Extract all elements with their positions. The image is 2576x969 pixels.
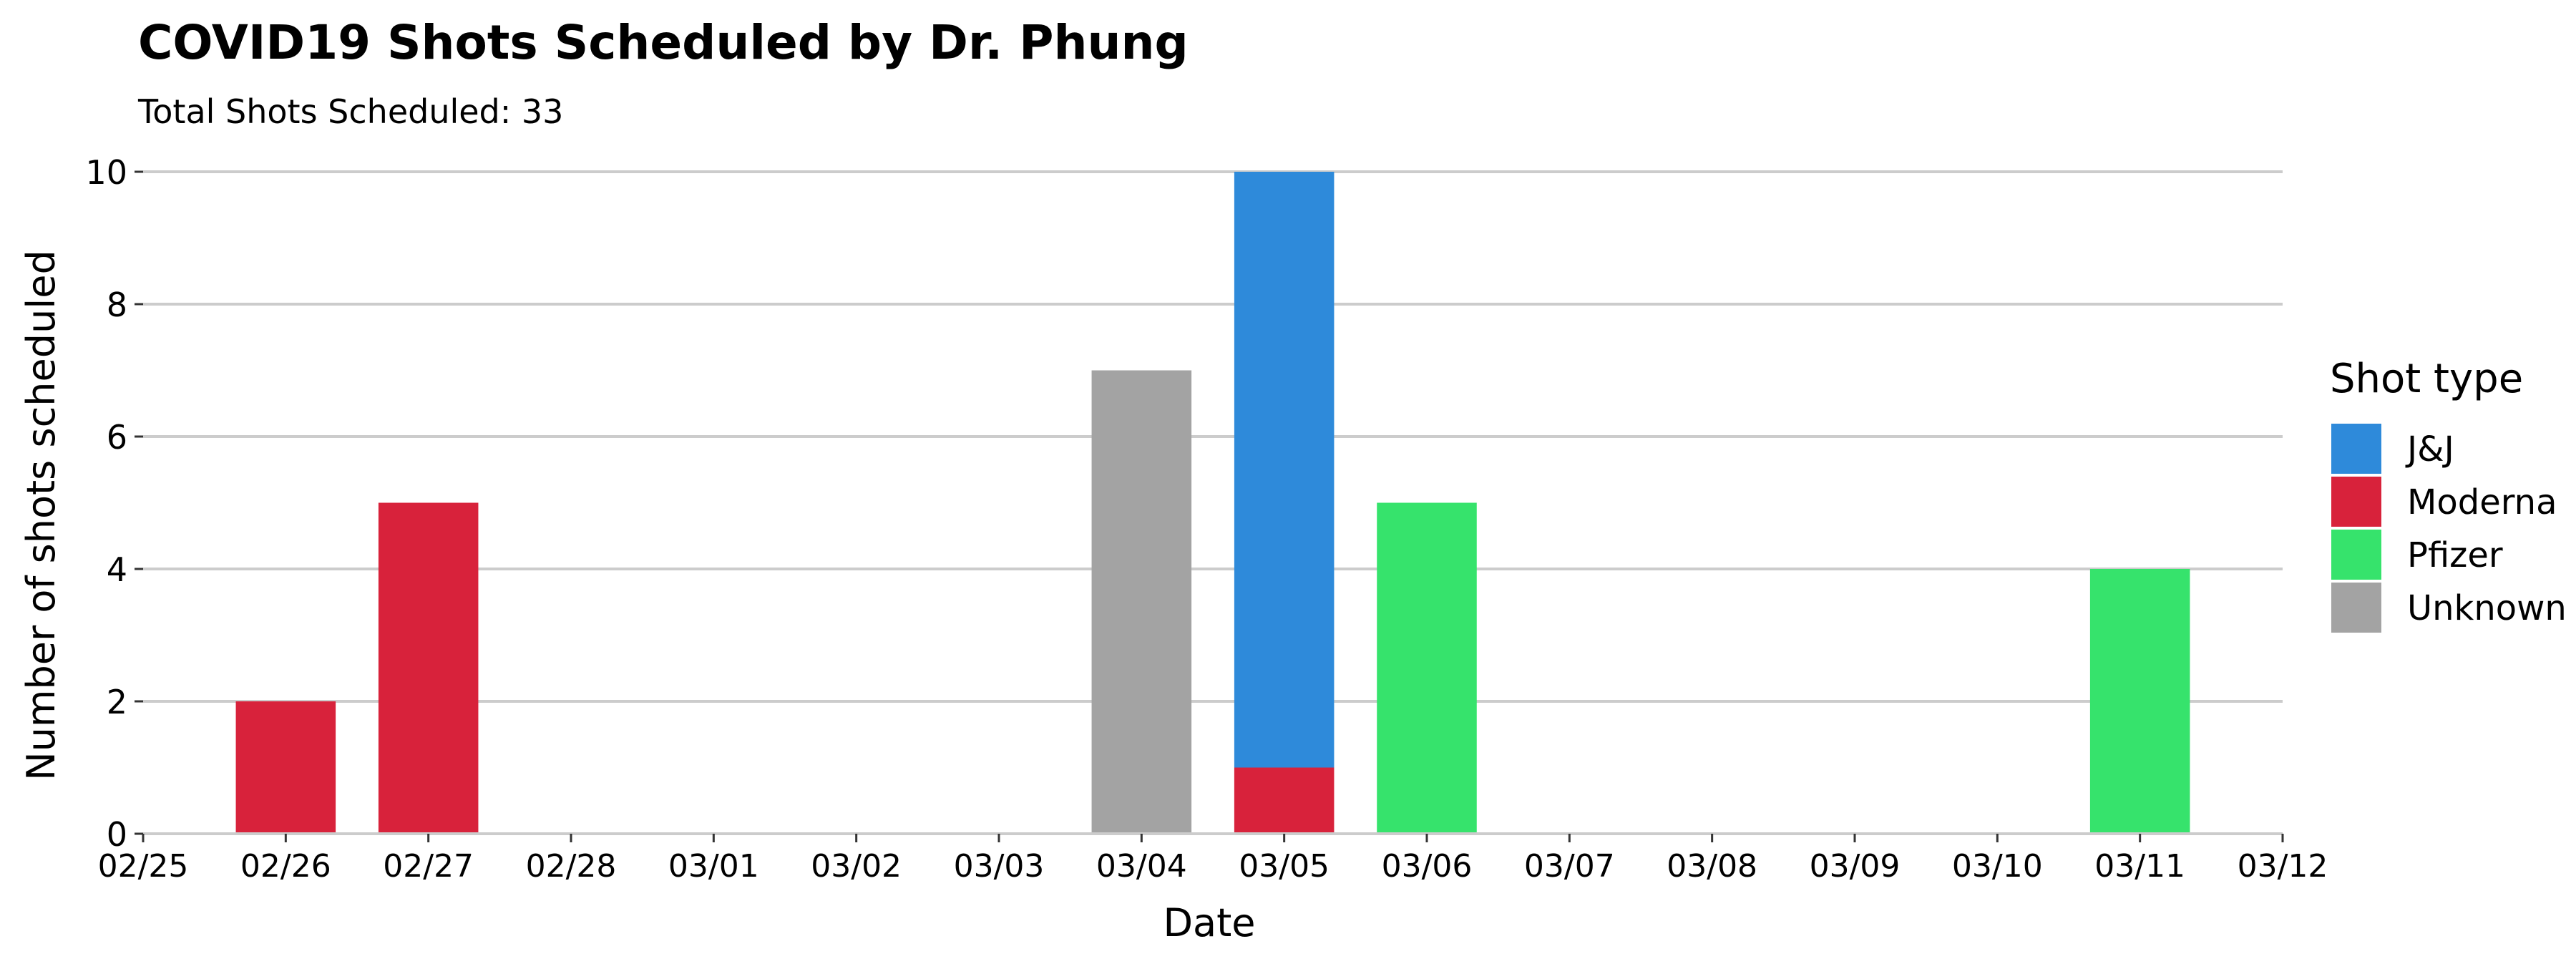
y-tick-label: 8 <box>107 286 127 324</box>
x-tick-label: 03/06 <box>1382 848 1473 885</box>
x-tick-label: 03/12 <box>2238 848 2328 885</box>
x-tick-label: 03/11 <box>2094 848 2185 885</box>
bar-segment-moderna <box>235 701 336 834</box>
bar-segment-moderna <box>1234 767 1335 834</box>
x-axis-label: Date <box>1163 900 1255 945</box>
legend-label-j-j: J&J <box>2405 429 2454 469</box>
y-tick-label: 10 <box>85 153 127 192</box>
chart-title: COVID19 Shots Scheduled by Dr. Phung <box>138 15 1189 70</box>
axes: 0 2 4 6 8 10 02/25 02/26 02/27 02/28 03/01 03/02 03/… <box>85 153 2328 885</box>
x-tick-label: 03/10 <box>1952 848 2043 885</box>
legend-label-pfizer: Pfizer <box>2407 535 2503 575</box>
bar-segment-pfizer <box>1377 502 1477 834</box>
y-tick-label: 4 <box>107 550 127 589</box>
x-tick-label: 02/25 <box>98 848 189 885</box>
x-tick-label: 02/28 <box>526 848 617 885</box>
chart-subtitle: Total Shots Scheduled: 33 <box>137 92 563 131</box>
x-tick-label: 03/01 <box>668 848 759 885</box>
legend-title: Shot type <box>2330 356 2523 402</box>
legend-swatch-j-j <box>2331 424 2381 474</box>
bar-segment-moderna <box>378 502 479 834</box>
x-tick-label: 02/26 <box>240 848 331 885</box>
gridlines <box>143 170 2283 703</box>
legend-swatch-unknown <box>2331 583 2381 633</box>
x-tick-label: 03/05 <box>1239 848 1330 885</box>
x-tick-label: 03/09 <box>1810 848 1901 885</box>
legend-swatch-pfizer <box>2331 530 2381 580</box>
bar-segment-unknown <box>1091 370 1192 834</box>
bars <box>235 172 2190 834</box>
bar-segment-pfizer <box>2089 569 2190 834</box>
y-tick-label: 6 <box>107 418 127 457</box>
x-tick-label: 03/08 <box>1667 848 1757 885</box>
legend-label-unknown: Unknown <box>2407 588 2567 628</box>
x-tick-label: 03/04 <box>1096 848 1187 885</box>
bar-segment-j-j <box>1234 172 1335 768</box>
legend-swatch-moderna <box>2331 477 2381 527</box>
y-axis-label: Number of shots scheduled <box>19 250 64 780</box>
x-tick-label: 03/02 <box>811 848 902 885</box>
x-tick-label: 03/03 <box>954 848 1045 885</box>
legend-label-moderna: Moderna <box>2407 482 2557 522</box>
legend-items: J&J Moderna Pfizer Unknown <box>2331 424 2567 633</box>
x-tick-label: 03/07 <box>1524 848 1615 885</box>
x-tick-label: 02/27 <box>383 848 474 885</box>
y-tick-label: 2 <box>107 683 127 721</box>
legend: Shot type J&J Moderna Pfizer Unknown <box>2330 356 2567 633</box>
y-tick-label: 0 <box>107 815 127 854</box>
